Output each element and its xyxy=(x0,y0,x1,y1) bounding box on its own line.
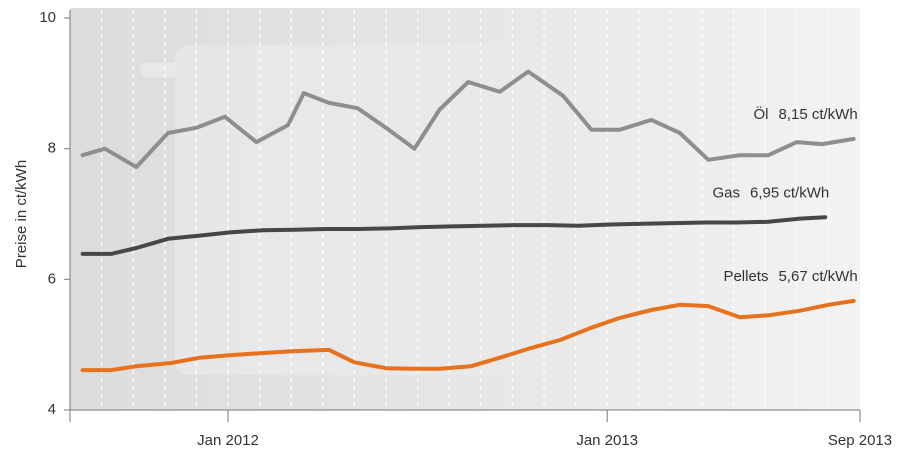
y-tick-label: 6 xyxy=(48,270,56,287)
series-line xyxy=(80,298,856,373)
value-label: 6,95 ct/kWh xyxy=(750,184,829,201)
series-line xyxy=(80,215,828,256)
end-label: Pellets 5,67 ct/kWh xyxy=(723,268,857,285)
series-name: Gas xyxy=(713,184,741,201)
x-tick-label: Sep 2013 xyxy=(828,432,892,449)
value-label: 8,15 ct/kWh xyxy=(778,106,857,123)
value-label: 5,67 ct/kWh xyxy=(778,268,857,285)
radiator-illustration xyxy=(140,45,545,375)
end-label: Gas 6,95 ct/kWh xyxy=(713,184,830,201)
y-tick-label: 10 xyxy=(39,9,56,26)
end-label: Öl 8,15 ct/kWh xyxy=(753,105,857,123)
series-line xyxy=(80,69,856,169)
series-name: Pellets xyxy=(723,268,768,285)
y-tick-label: 8 xyxy=(48,140,56,157)
y-tick-label: 4 xyxy=(48,401,56,418)
x-tick-label: Jan 2012 xyxy=(197,432,259,449)
y-axis-label: Preise in ct/kWh xyxy=(13,160,30,268)
series-name: Öl xyxy=(753,105,768,123)
x-tick-label: Jan 2013 xyxy=(576,432,638,449)
